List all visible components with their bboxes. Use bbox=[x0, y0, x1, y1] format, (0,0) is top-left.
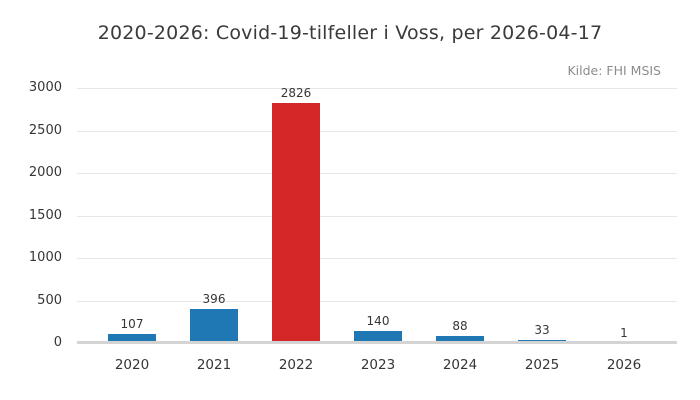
bar-value-label-2020: 107 bbox=[120, 316, 144, 331]
bar-2024 bbox=[436, 335, 484, 343]
bar-value-label-2021: 396 bbox=[202, 292, 226, 307]
xtick-label-2020: 2020 bbox=[114, 357, 150, 373]
ytick-label-0: 0 bbox=[53, 335, 62, 350]
gridline-y1000 bbox=[77, 258, 677, 259]
bar-value-label-2024: 88 bbox=[452, 318, 468, 333]
bar-value-label-2025: 33 bbox=[534, 323, 550, 338]
chart-title: 2020-2026: Covid-19-tilfeller i Voss, pe… bbox=[97, 22, 603, 44]
ytick-label-1000: 1000 bbox=[28, 250, 62, 265]
x-axis-baseline bbox=[77, 341, 677, 344]
gridline-y2500 bbox=[77, 130, 677, 132]
gridline-y3000 bbox=[77, 88, 677, 89]
xtick-label-2021: 2021 bbox=[196, 357, 232, 373]
bar-2023 bbox=[354, 331, 402, 343]
xtick-label-2023: 2023 bbox=[360, 357, 396, 373]
xtick-label-2026: 2026 bbox=[606, 357, 642, 373]
ytick-label-3000: 3000 bbox=[28, 80, 62, 95]
xtick-label-2024: 2024 bbox=[442, 357, 478, 373]
source-note: Kilde: FHI MSIS bbox=[567, 63, 661, 78]
xtick-label-2022: 2022 bbox=[278, 357, 314, 373]
ytick-label-2500: 2500 bbox=[28, 122, 62, 138]
ytick-label-500: 500 bbox=[37, 292, 62, 308]
bar-value-label-2026: 1 bbox=[620, 325, 628, 340]
gridline-y500 bbox=[77, 300, 677, 302]
ytick-label-1500: 1500 bbox=[28, 207, 62, 223]
ytick-label-2000: 2000 bbox=[28, 165, 62, 180]
xtick-label-2025: 2025 bbox=[524, 357, 560, 373]
plot-area bbox=[77, 88, 677, 344]
bar-value-label-2023: 140 bbox=[366, 314, 390, 329]
bar-2021 bbox=[190, 309, 238, 343]
bar-value-label-2022: 2826 bbox=[280, 85, 312, 100]
gridline-y2000 bbox=[77, 173, 677, 174]
bar-2020 bbox=[108, 333, 156, 343]
gridline-y1500 bbox=[77, 215, 677, 217]
bar-2022 bbox=[272, 102, 320, 343]
